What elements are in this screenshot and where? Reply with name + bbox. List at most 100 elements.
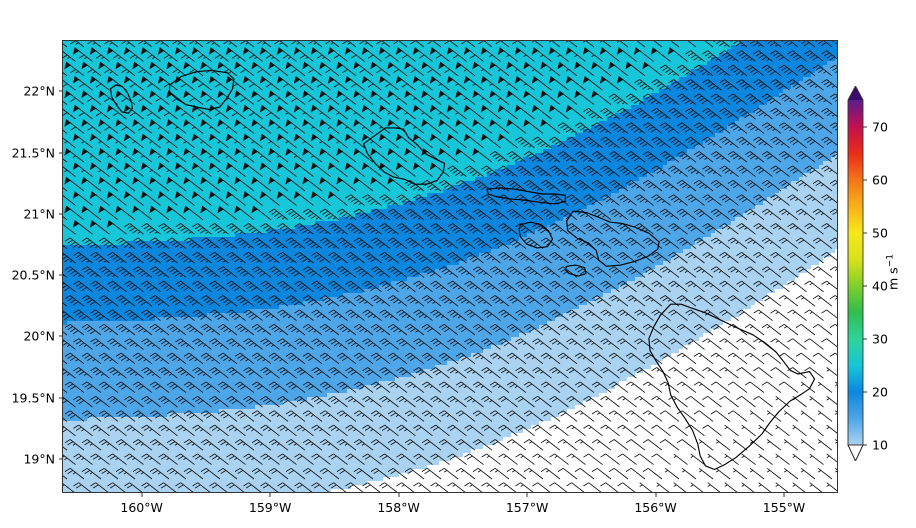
- wind-barb: [183, 90, 204, 105]
- wind-barb: [625, 61, 646, 77]
- wind-barb: [81, 147, 102, 163]
- wind-barb: [225, 133, 246, 149]
- wind-barb: [174, 47, 195, 62]
- wind-barb: [778, 151, 799, 163]
- wind-barb: [361, 133, 382, 149]
- wind-barb: [821, 165, 837, 175]
- wind-barb: [659, 93, 680, 105]
- wind-barb: [183, 61, 204, 77]
- wind-barb: [234, 61, 255, 77]
- wind-barb: [166, 61, 187, 77]
- wind-barb: [319, 147, 340, 163]
- wind-barb: [412, 104, 433, 120]
- wind-barb: [378, 47, 399, 62]
- wind-barb: [668, 136, 688, 149]
- wind-barb: [787, 165, 807, 177]
- wind-barb: [344, 47, 365, 62]
- wind-barb: [63, 108, 76, 120]
- wind-barb: [693, 64, 714, 77]
- y-tick-label: 22°N: [23, 83, 55, 99]
- wind-barb: [616, 75, 637, 91]
- wind-barb: [599, 47, 620, 62]
- wind-barb: [523, 61, 544, 77]
- wind-barb: [140, 75, 161, 91]
- wind-barb: [616, 41, 629, 48]
- wind-barb: [64, 176, 85, 192]
- wind-barb: [251, 119, 272, 134]
- wind-barb: [651, 136, 671, 149]
- x-tick-label: 160°W: [120, 500, 163, 515]
- wind-barb: [344, 133, 365, 149]
- wind-barb: [208, 47, 229, 62]
- wind-barb: [719, 50, 739, 62]
- wind-barb: [310, 47, 331, 62]
- wind-barb: [123, 75, 144, 91]
- wind-barb: [106, 133, 127, 149]
- wind-barb: [157, 75, 178, 91]
- wind-barb: [727, 93, 748, 105]
- wind-barb: [234, 119, 255, 134]
- wind-barb: [702, 165, 722, 177]
- wind-barb: [608, 122, 629, 134]
- wind-barb: [463, 75, 484, 91]
- wind-barb: [582, 47, 603, 62]
- wind-barb: [608, 151, 629, 163]
- wind-barb: [446, 47, 467, 62]
- wind-barb: [480, 47, 501, 62]
- wind-barb: [242, 75, 263, 91]
- map-plot-area: [62, 40, 838, 493]
- wind-barb: [565, 104, 586, 120]
- wind-barb: [642, 151, 663, 163]
- wind-barb: [685, 107, 705, 120]
- wind-barb: [234, 147, 255, 163]
- wind-barb: [753, 50, 773, 62]
- wind-barb: [257, 41, 272, 48]
- wind-barb: [727, 122, 748, 134]
- wind-barb: [191, 47, 212, 62]
- wind-barb: [336, 61, 357, 77]
- wind-barb: [532, 136, 552, 149]
- wind-barb: [395, 162, 416, 177]
- wind-barb: [344, 75, 365, 91]
- wind-barb: [191, 133, 212, 149]
- wind-barb: [327, 133, 348, 149]
- wind-barb: [291, 41, 306, 48]
- wind-barb: [138, 41, 153, 48]
- wind-barb: [531, 104, 552, 120]
- wind-barb: [812, 93, 833, 105]
- wind-barb: [744, 64, 765, 77]
- wind-barb: [302, 90, 323, 105]
- wind-barb: [616, 47, 637, 62]
- wind-barb: [514, 47, 535, 62]
- wind-barb: [327, 162, 348, 177]
- wind-barb: [353, 147, 374, 163]
- map-overlay-svg: [63, 41, 837, 492]
- wind-barb: [812, 64, 833, 77]
- wind-barb: [412, 75, 433, 91]
- wind-barb: [815, 41, 833, 48]
- wind-barb: [276, 47, 297, 62]
- wind-barb: [325, 41, 340, 48]
- wind-barb: [63, 166, 76, 177]
- wind-barb: [223, 41, 238, 48]
- wind-barb: [461, 41, 476, 48]
- wind-barb: [285, 147, 306, 163]
- wind-barb: [557, 90, 578, 105]
- wind-barb: [753, 165, 773, 177]
- wind-barb: [565, 75, 586, 91]
- wind-barb: [548, 41, 561, 48]
- wind-barb: [336, 90, 357, 105]
- wind-barb: [736, 107, 756, 120]
- colorbar-units-exponent: −1: [885, 254, 896, 268]
- wind-barb: [149, 119, 170, 134]
- wind-barb: [361, 75, 382, 91]
- wind-barb: [259, 133, 280, 149]
- colorbar-tick-label: 10: [872, 437, 888, 453]
- wind-barb: [217, 147, 238, 163]
- wind-barb: [480, 104, 501, 120]
- wind-barb: [753, 136, 773, 149]
- wind-barb: [821, 136, 837, 146]
- wind-barb: [140, 47, 161, 62]
- wind-barb: [787, 136, 807, 149]
- wind-barb: [747, 41, 765, 48]
